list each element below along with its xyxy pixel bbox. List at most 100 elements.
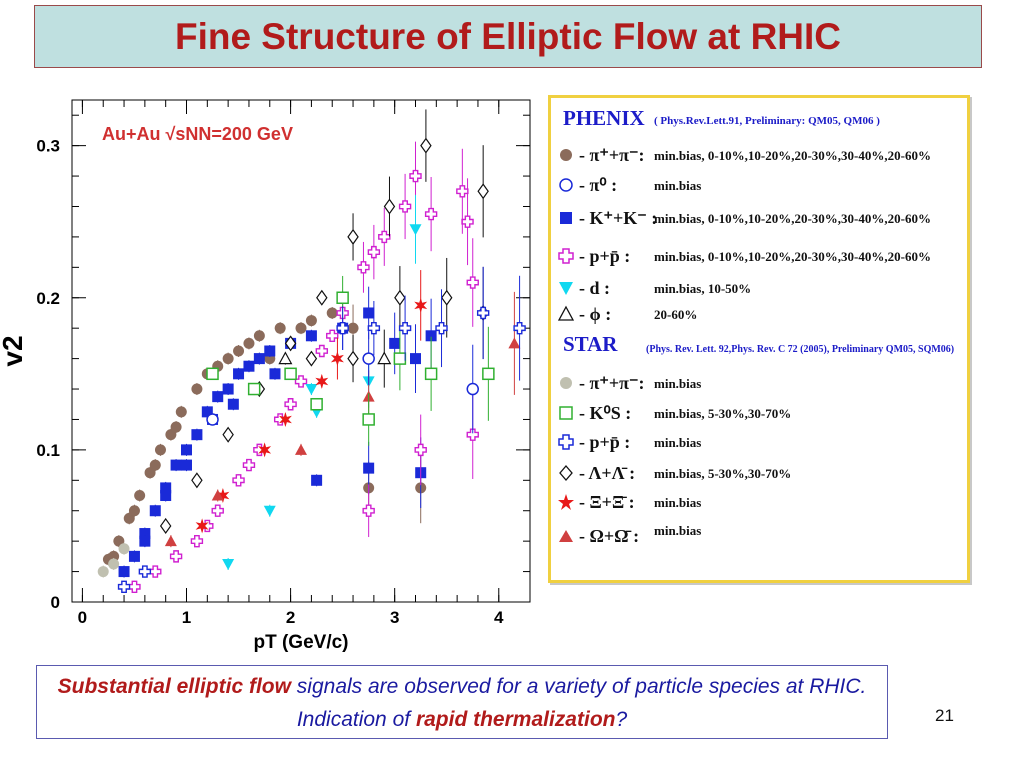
data-point bbox=[466, 382, 479, 396]
marker-open-diamond-icon bbox=[559, 465, 573, 481]
note-emphasis-2: rapid thermalization bbox=[415, 708, 616, 731]
marker-open-triangle-icon bbox=[557, 305, 575, 321]
data-point bbox=[117, 580, 131, 593]
data-point bbox=[149, 565, 162, 578]
data-point bbox=[206, 367, 219, 381]
data-point bbox=[414, 443, 427, 457]
data-point bbox=[227, 398, 239, 410]
data-point bbox=[409, 224, 422, 236]
data-point bbox=[305, 350, 318, 367]
data-point bbox=[363, 462, 375, 474]
data-point bbox=[128, 505, 140, 517]
data-point bbox=[253, 353, 265, 365]
data-point bbox=[212, 391, 224, 403]
data-point bbox=[347, 350, 359, 367]
data-point bbox=[377, 351, 392, 365]
data-point bbox=[149, 459, 161, 471]
legend-label: - K⁺+K⁻ : bbox=[579, 207, 658, 228]
data-point bbox=[243, 337, 255, 349]
legend-entry-phenix-proton: - p+p̄ : bbox=[557, 242, 630, 270]
data-point bbox=[181, 444, 192, 456]
data-point bbox=[128, 550, 140, 562]
x-tick-label: 3 bbox=[390, 608, 399, 627]
legend-entry-star-k0s: - K⁰S : bbox=[557, 399, 631, 427]
data-point bbox=[263, 505, 276, 517]
data-point bbox=[222, 383, 234, 395]
legend-centrality: min.bias, 0-10%,10-20%,20-30%,30-40%,20-… bbox=[654, 211, 931, 226]
energy-annotation: Au+Au √sNN=200 GeV bbox=[102, 124, 293, 144]
data-point bbox=[274, 322, 286, 334]
legend-entry-phenix-deuteron: - d : bbox=[557, 274, 610, 302]
data-point bbox=[367, 321, 381, 335]
legend-label: - π⁺+π⁻: bbox=[579, 372, 645, 393]
note-text-1: signals are observed for a variety of pa… bbox=[290, 675, 867, 731]
x-tick-label: 1 bbox=[182, 608, 191, 627]
legend-centrality: min.bias, 0-10%,10-20%,20-30%,30-40%,20-… bbox=[654, 249, 931, 264]
data-point bbox=[138, 565, 152, 578]
data-point bbox=[508, 337, 521, 349]
data-point bbox=[435, 321, 448, 335]
data-point bbox=[269, 368, 281, 380]
data-point bbox=[149, 505, 161, 517]
data-point bbox=[191, 429, 203, 441]
data-point bbox=[357, 261, 370, 274]
data-point bbox=[394, 289, 406, 306]
data-point bbox=[305, 315, 317, 327]
data-point bbox=[258, 442, 272, 458]
data-point bbox=[284, 398, 297, 411]
data-point bbox=[201, 406, 213, 418]
legend-centrality: min.bias, 5-30%,30-70% bbox=[654, 406, 792, 421]
x-tick-label: 2 bbox=[286, 608, 295, 627]
legend-box: PHENIX ( Phys.Rev.Lett.91, Preliminary: … bbox=[548, 95, 970, 583]
data-point bbox=[294, 375, 308, 388]
x-tick-label: 0 bbox=[78, 608, 87, 627]
marker-blue-square-icon bbox=[560, 212, 572, 224]
data-point bbox=[362, 504, 375, 517]
legend-label: - d : bbox=[579, 277, 610, 298]
legend-entry-phenix-kaon: - K⁺+K⁻ : bbox=[557, 204, 657, 232]
legend-entry-star-lambda: - Λ+Λ̄ : bbox=[557, 459, 635, 487]
legend-centrality: min.bias bbox=[654, 435, 702, 450]
data-point bbox=[295, 322, 307, 334]
data-point bbox=[513, 321, 526, 335]
data-point bbox=[264, 345, 276, 357]
data-point bbox=[383, 198, 396, 215]
marker-brown-circle-icon bbox=[560, 149, 572, 161]
data-point bbox=[216, 488, 230, 503]
plot-frame bbox=[71, 99, 531, 603]
data-point bbox=[461, 215, 474, 228]
legend-label: - Λ+Λ̄ : bbox=[579, 462, 636, 483]
data-point bbox=[420, 137, 432, 154]
data-point bbox=[476, 306, 490, 320]
data-point bbox=[398, 200, 412, 213]
legend-label: - Ξ+Ξ̄ : bbox=[579, 491, 635, 512]
marker-cyan-triangle-icon bbox=[559, 282, 573, 295]
legend-centrality: min.bias bbox=[654, 178, 702, 193]
data-point bbox=[482, 367, 495, 381]
v2-scatter-chart: 0 1 2 3 4 0 0.1 0.2 0.3 pT (GeV/c) v2 Au+Au √sNN=20… bbox=[0, 99, 531, 653]
data-point bbox=[222, 558, 235, 570]
title-box: Fine Structure of Elliptic Flow at RHIC bbox=[34, 5, 982, 68]
data-point bbox=[326, 329, 339, 342]
data-point bbox=[336, 321, 349, 335]
data-point bbox=[310, 397, 323, 411]
data-point bbox=[195, 518, 209, 534]
data-point bbox=[278, 351, 293, 365]
data-point bbox=[170, 459, 182, 471]
legend-entry-star-proton: - p+p̄ : bbox=[557, 428, 630, 456]
marker-grey-circle-icon bbox=[560, 377, 572, 389]
data-point bbox=[169, 550, 183, 563]
y-tick-label: 0 bbox=[51, 593, 60, 612]
data-point bbox=[424, 367, 438, 381]
data-point bbox=[190, 534, 204, 548]
data-point bbox=[347, 228, 359, 245]
marker-open-circle-icon bbox=[559, 178, 573, 192]
data-point bbox=[456, 185, 469, 198]
data-point bbox=[330, 351, 344, 367]
data-point bbox=[278, 412, 292, 427]
y-tick-label: 0.1 bbox=[36, 441, 60, 460]
data-point bbox=[154, 444, 166, 456]
legend-label: - K⁰S : bbox=[579, 402, 632, 423]
data-point bbox=[326, 307, 338, 319]
note-emphasis-1: Substantial elliptic flow bbox=[57, 675, 291, 698]
